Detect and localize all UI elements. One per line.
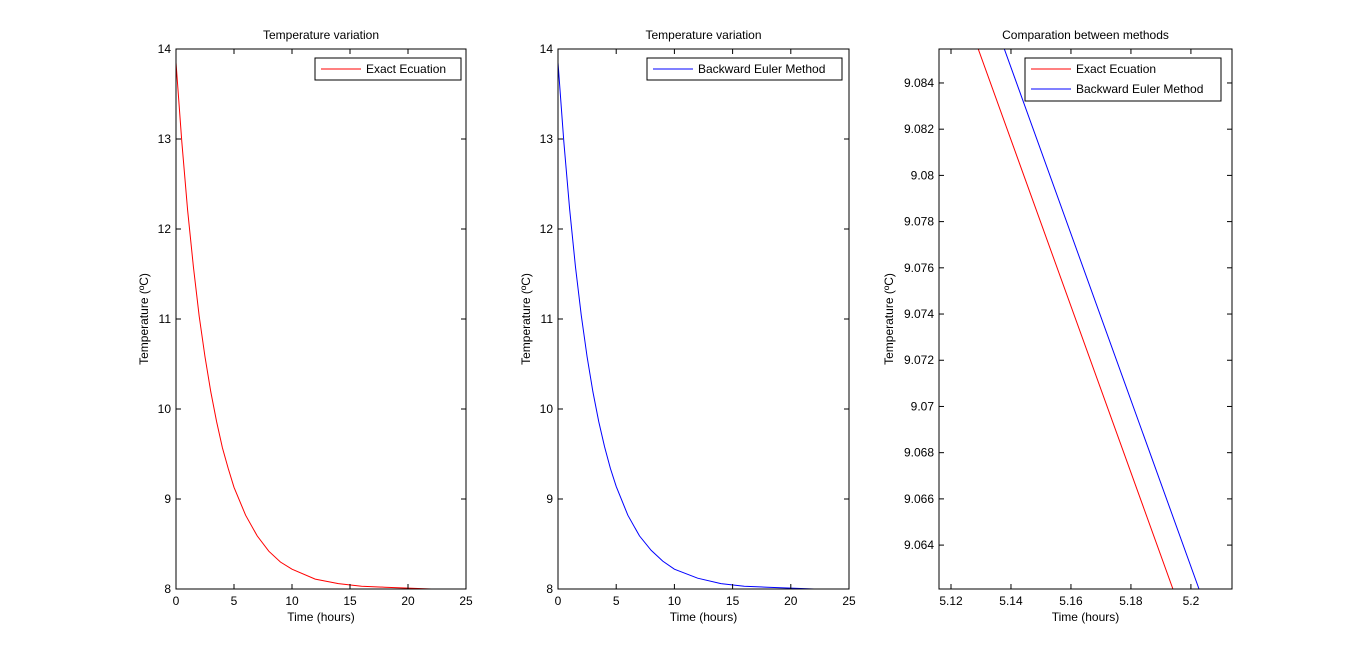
series-line-1	[176, 62, 455, 589]
x-tick-label: 25	[842, 594, 856, 608]
legend: Exact Ecuation Backward Euler Method	[1024, 57, 1222, 102]
series-line-1	[558, 62, 838, 589]
axes-box	[557, 48, 850, 590]
x-tick-label: 15	[726, 594, 740, 608]
y-tick-label: 8	[546, 582, 553, 596]
series-line-1	[977, 49, 1174, 589]
y-tick-label: 11	[159, 312, 172, 326]
x-tick-label: 5	[231, 594, 238, 608]
subplot-2: 0 5 10 15 20 25 8 9 10 11 12 13 14 Temperature variat…	[519, 28, 856, 624]
legend-label: Exact Ecuation	[366, 62, 446, 76]
y-tick-label: 9.07	[911, 399, 935, 413]
y-tick-label: 13	[158, 132, 172, 146]
x-axis-label: Time (hours)	[1052, 610, 1120, 624]
y-tick-label: 10	[540, 402, 554, 416]
legend: Backward Euler Method	[646, 57, 843, 81]
x-tick-label: 20	[784, 594, 798, 608]
x-tick-label: 0	[555, 594, 562, 608]
y-axis-label: Temperature (ºC)	[137, 273, 151, 365]
axes-box	[175, 48, 467, 590]
x-axis-label: Time (hours)	[287, 610, 355, 624]
y-tick-label: 9.076	[904, 261, 934, 275]
x-tick-label: 5.12	[939, 594, 963, 608]
y-tick-label: 8	[164, 582, 171, 596]
x-tick-label: 10	[285, 594, 299, 608]
y-tick-label: 9.082	[904, 122, 934, 136]
subplot-1: 0 5 10 15 20 25 8 9 10 11 12 13 14 Temperature variat…	[137, 28, 473, 624]
y-tick-label: 9	[546, 492, 553, 506]
subplot-3: 5.12 5.14 5.16 5.18 5.2 9.064 9.066 9.068 9.07 9.…	[882, 28, 1233, 624]
series-line-2	[1003, 49, 1200, 589]
x-tick-label: 20	[401, 594, 415, 608]
y-tick-label: 9.072	[904, 353, 934, 367]
x-tick-label: 10	[668, 594, 682, 608]
y-axis-label: Temperature (ºC)	[519, 273, 533, 365]
legend-label: Backward Euler Method	[698, 62, 825, 76]
y-tick-label: 9	[164, 492, 171, 506]
x-axis-label: Time (hours)	[670, 610, 738, 624]
legend: Exact Ecuation	[314, 57, 462, 81]
y-tick-label: 14	[158, 42, 172, 56]
y-tick-label: 9.066	[904, 492, 934, 506]
y-tick-label: 9.08	[911, 168, 935, 182]
x-tick-label: 0	[173, 594, 180, 608]
x-tick-label: 5.18	[1119, 594, 1143, 608]
x-tick-label: 5.2	[1183, 594, 1200, 608]
x-tick-label: 25	[459, 594, 473, 608]
chart-title: Temperature variation	[263, 28, 379, 42]
y-tick-label: 11	[541, 312, 554, 326]
y-tick-label: 14	[540, 42, 554, 56]
y-tick-label: 12	[158, 222, 172, 236]
x-tick-label: 5	[613, 594, 620, 608]
y-tick-label: 10	[158, 402, 172, 416]
legend-box	[1024, 57, 1222, 102]
y-tick-label: 9.084	[904, 76, 934, 90]
y-tick-label: 9.074	[904, 307, 934, 321]
axes-box	[938, 48, 1233, 590]
legend-box	[314, 57, 462, 81]
chart-title: Temperature variation	[645, 28, 761, 42]
y-tick-label: 9.078	[904, 215, 934, 229]
x-tick-label: 15	[343, 594, 357, 608]
x-tick-label: 5.14	[999, 594, 1023, 608]
chart-title: Comparation between methods	[1002, 28, 1169, 42]
y-tick-label: 13	[540, 132, 554, 146]
y-tick-label: 9.068	[904, 446, 934, 460]
legend-label: Exact Ecuation	[1076, 62, 1156, 76]
y-tick-label: 9.064	[904, 538, 934, 552]
legend-label: Backward Euler Method	[1076, 82, 1203, 96]
x-tick-label: 5.16	[1059, 594, 1083, 608]
y-tick-label: 12	[540, 222, 554, 236]
y-axis-label: Temperature (ºC)	[882, 273, 896, 365]
legend-box	[646, 57, 843, 81]
